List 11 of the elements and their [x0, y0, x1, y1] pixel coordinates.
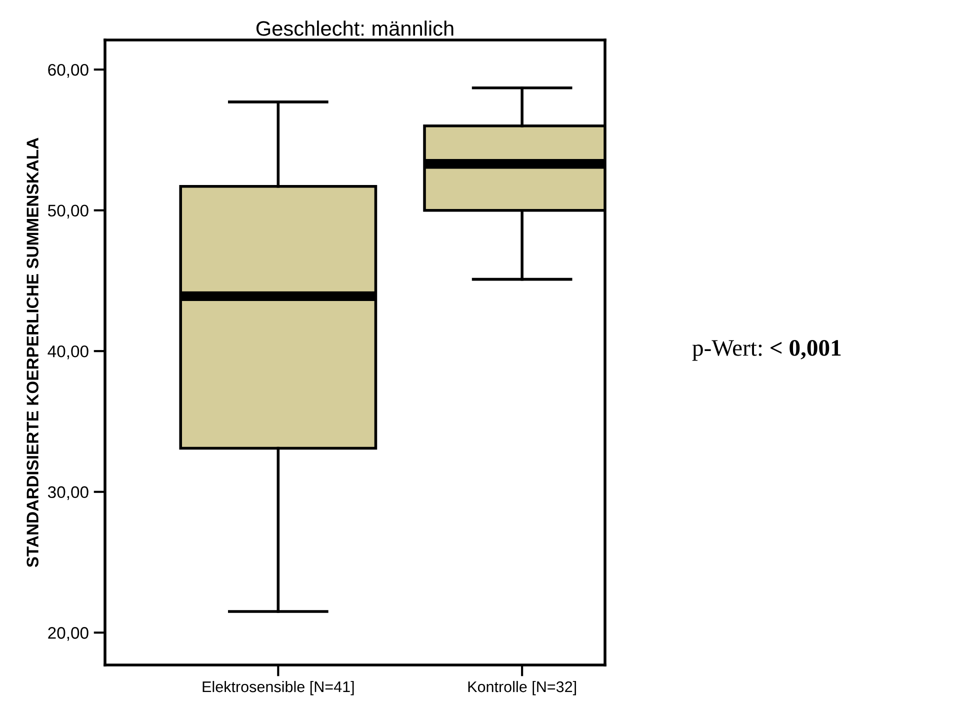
text: p-Wert:	[692, 340, 762, 361]
y-tick-label: 30,00	[48, 486, 88, 500]
x-tick-label: Elektrosensible [N=41]	[202, 680, 354, 696]
x-tick-label: Kontrolle [N=32]	[468, 680, 576, 696]
y-tick-label: 40,00	[48, 345, 88, 360]
text: < 0,001	[770, 340, 841, 360]
y-tick-label: 60,00	[48, 64, 88, 78]
y-tick-label: 20,00	[48, 627, 88, 641]
y-tick-label: 50,00	[48, 204, 88, 218]
y-axis-title: STANDARDISIERTE KOERPERLICHE SUMMENSKALA	[26, 138, 38, 568]
chart-title: Geschlecht: männlich	[256, 20, 454, 36]
